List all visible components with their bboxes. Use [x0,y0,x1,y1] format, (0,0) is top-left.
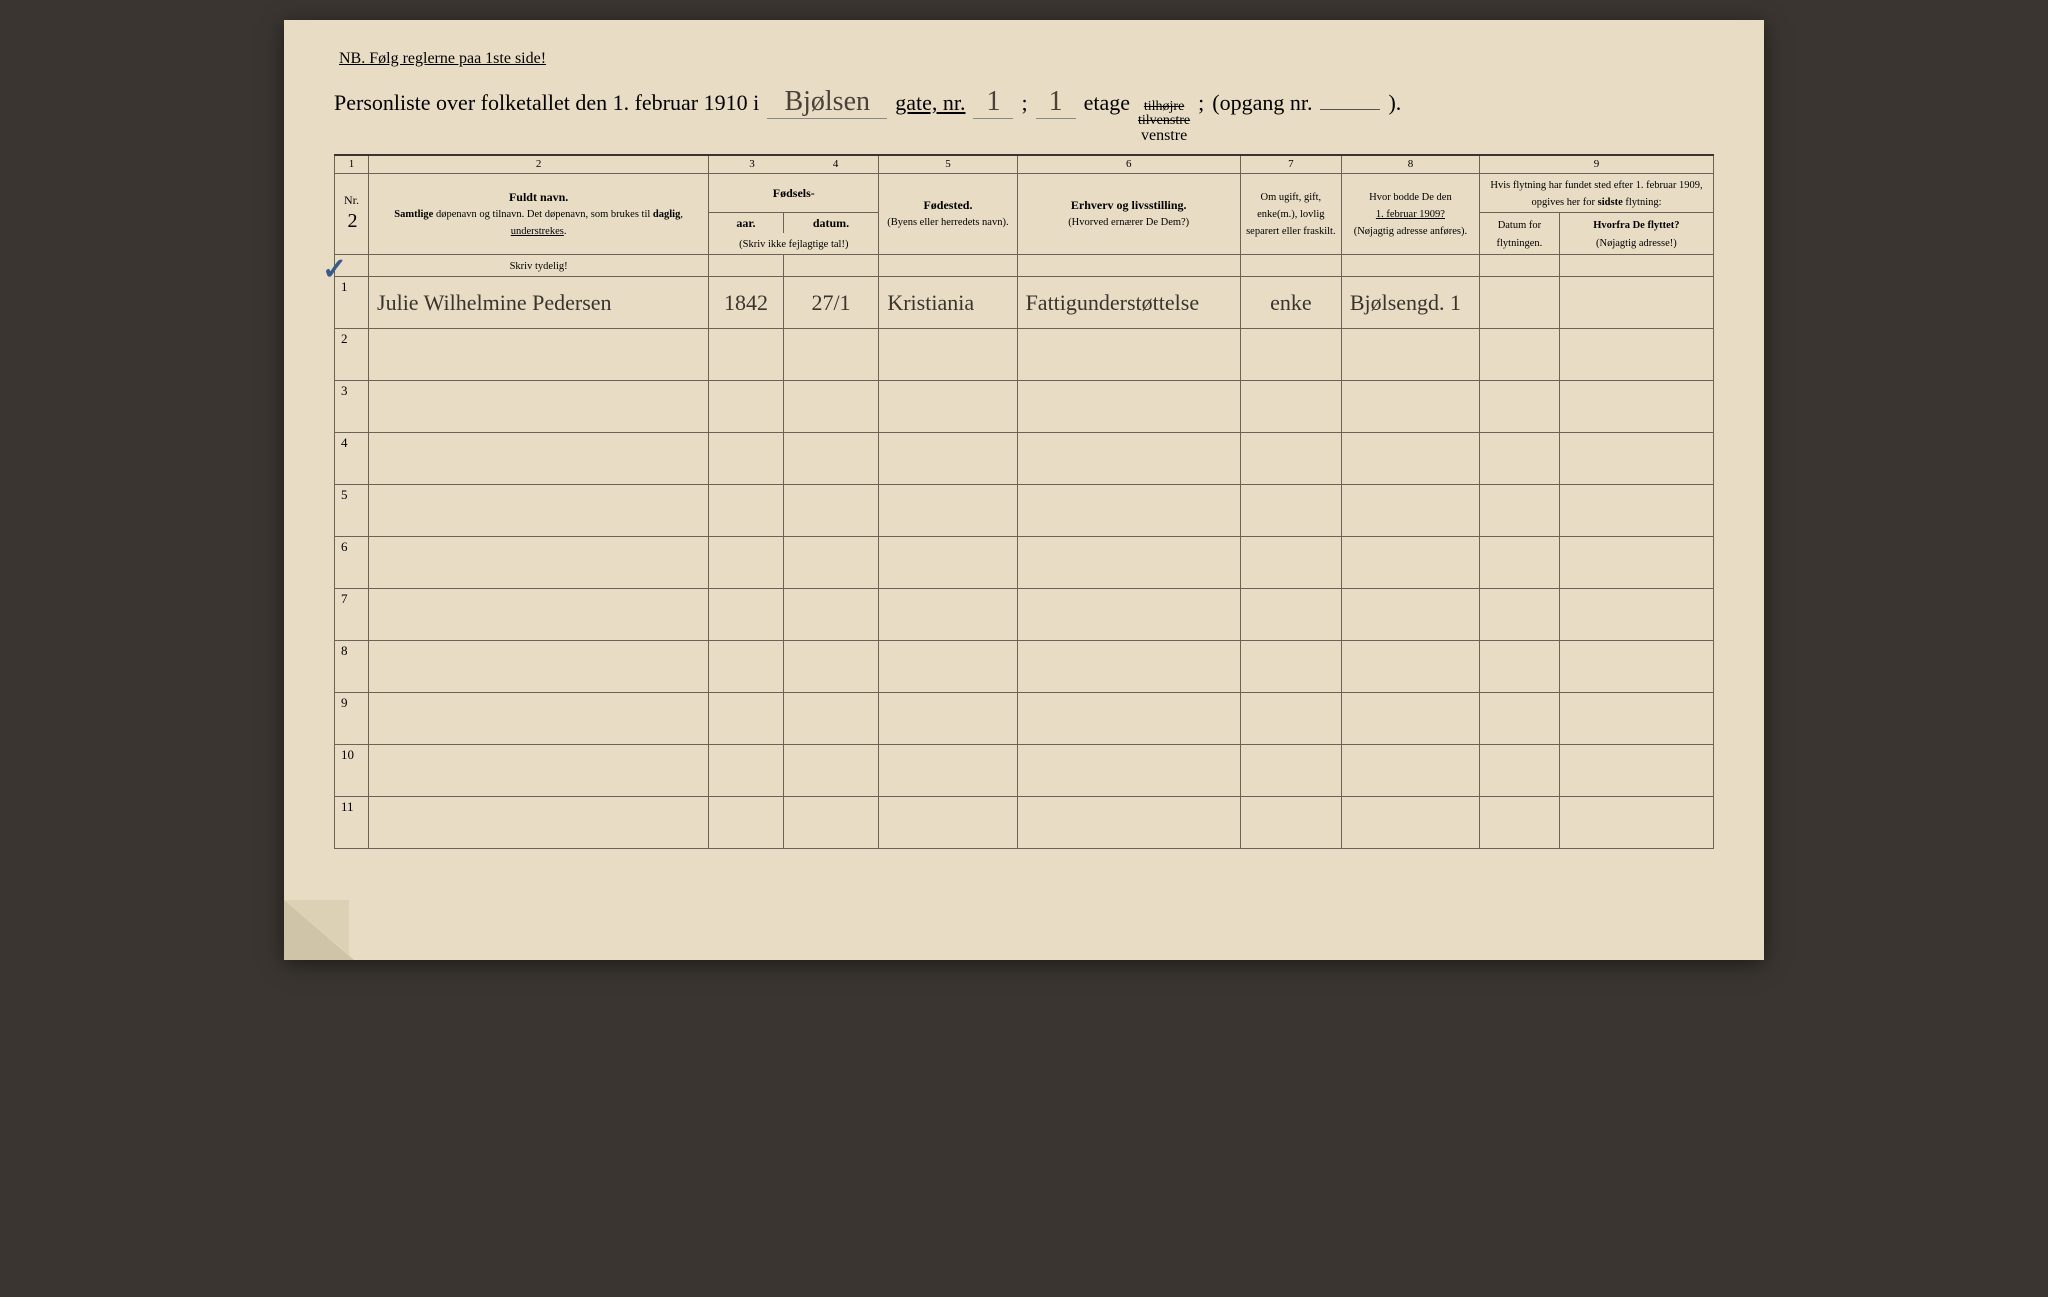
table-row: 9 [335,693,1714,745]
cell-fodested: Kristiania [879,277,1017,329]
cell-bodde: Bjølsengd. 1 [1341,277,1479,329]
flytning-header: Hvis flytning har fundet sted efter 1. f… [1480,173,1714,212]
title-row: Personliste over folketallet den 1. febr… [334,86,1714,144]
table-row: 3 [335,381,1714,433]
cell-flyt-hvorfra [1559,277,1713,329]
table-row: 6 [335,537,1714,589]
bodde-header: Hvor bodde De den 1. februar 1909? (Nøja… [1341,173,1479,255]
hint-row: Skriv tydelig! [335,255,1714,277]
census-page: NB. Følg reglerne paa 1ste side! Personl… [284,20,1764,960]
semicolon: ; [1021,90,1027,116]
navn-header: Fuldt navn. [509,190,568,204]
table-row: 7 [335,589,1714,641]
cell-aar: 1842 [709,277,783,329]
street-name: Bjølsen [767,86,887,119]
table-body: 1 Julie Wilhelmine Pedersen 1842 27/1 Kr… [335,277,1714,849]
nr-header: Nr. [344,193,359,207]
nr-written: 2 [346,210,358,232]
table-row: 11 [335,797,1714,849]
page-fold-icon [284,900,354,960]
navn-sub: Samtlige døpenavn og tilnavn. Det døpena… [394,209,683,237]
title-lead: Personliste over folketallet den 1. febr… [334,90,759,116]
semicolon2: ; [1198,90,1204,116]
fodsels-header: Fødsels- [709,173,879,212]
struck-options: tilhøjre tilvenstre venstre [1138,100,1190,144]
fodested-header: Fødested. (Byens eller herredets navn). [879,173,1017,255]
column-numbers-row: 1 2 3 4 5 6 7 8 9 [335,155,1714,173]
table-row: 8 [335,641,1714,693]
title-close: ). [1388,90,1401,116]
ugift-header: Om ugift, gift, enke(m.), lovlig separer… [1240,173,1341,255]
checkmark-icon: ✓ [322,252,347,287]
aar-sub-header: (Skriv ikke fejlagtige tal!) [709,233,879,255]
header-row-1: Nr. 2 Fuldt navn. Samtlige døpenavn og t… [335,173,1714,212]
aar-header: aar. [709,212,783,233]
table-row: 2 [335,329,1714,381]
opgang-blank [1320,109,1380,110]
nb-instruction: NB. Følg reglerne paa 1ste side! [339,50,1714,68]
etage-label: etage [1084,90,1130,116]
flyt-hvorfra-header: Hvorfra De flyttet? (Nøjagtig adresse!) [1559,212,1713,254]
flyt-datum-header: Datum for flytningen. [1480,212,1560,254]
cell-flyt-datum [1480,277,1560,329]
gate-number: 1 [973,86,1013,119]
cell-datum: 27/1 [783,277,879,329]
cell-ugift: enke [1240,277,1341,329]
table-row: 10 [335,745,1714,797]
table-row: 4 [335,433,1714,485]
datum-header: datum. [783,212,879,233]
opgang-label: (opgang nr. [1212,90,1312,116]
cell-navn: Julie Wilhelmine Pedersen [369,277,709,329]
gate-label: gate, nr. [895,90,965,116]
cell-erhverv: Fattigunderstøttelse [1017,277,1240,329]
table-row: 1 Julie Wilhelmine Pedersen 1842 27/1 Kr… [335,277,1714,329]
erhverv-header: Erhverv og livsstilling. (Hvorved ernære… [1017,173,1240,255]
census-table: 1 2 3 4 5 6 7 8 9 Nr. 2 [334,154,1714,849]
table-row: 5 [335,485,1714,537]
etage-number: 1 [1036,86,1076,119]
